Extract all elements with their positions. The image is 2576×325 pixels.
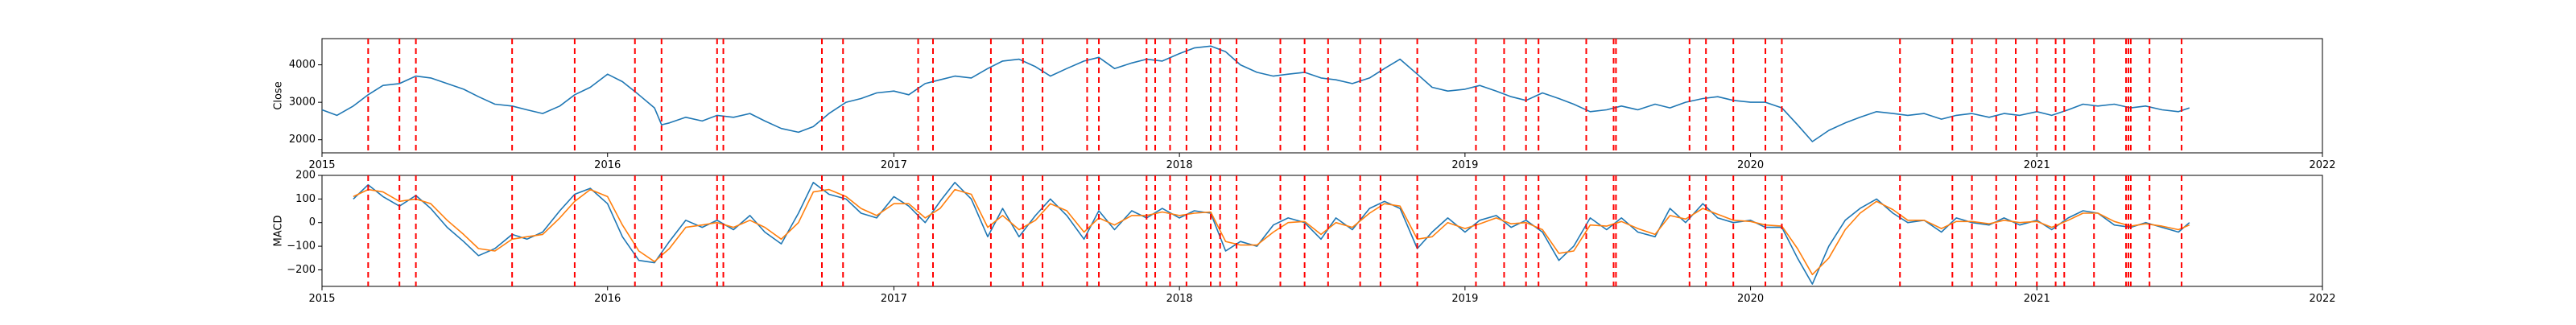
macd-y-tick-label-0: 0: [309, 216, 316, 228]
macd-panel: MACD 2015 2016 2017 2018 2019 2020 2021 2022 −20…: [273, 170, 2336, 306]
close-x-tick-label-2016: 2016: [594, 159, 621, 171]
macd-series-line-0: [353, 182, 2190, 285]
macd-y-tick-label--100: −100: [287, 241, 316, 253]
close-x-tick-label-2020: 2020: [1737, 159, 1764, 171]
close-y-tick-label-3000: 3000: [289, 97, 316, 109]
close-x-tick-label-2018: 2018: [1166, 159, 1193, 171]
close-y-tick-label-2000: 2000: [289, 134, 316, 146]
macd-x-tick-label-2016: 2016: [594, 293, 621, 305]
macd-x-tick-label-2021: 2021: [2024, 293, 2050, 305]
macd-axes-frame: [321, 175, 2323, 287]
close-axes-frame: [321, 38, 2323, 154]
macd-y-tick-label--200: −200: [287, 264, 316, 276]
macd-x-tick-label-2017: 2017: [881, 293, 907, 305]
close-x-tick-label-2022: 2022: [2309, 159, 2335, 171]
close-series-line-0: [321, 45, 2190, 142]
macd-series-line-1: [353, 188, 2190, 276]
macd-y-axis-label: MACD: [273, 216, 285, 247]
close-x-tick-label-2019: 2019: [1451, 159, 1478, 171]
macd-x-tick-label-2020: 2020: [1737, 293, 1764, 305]
macd-y-tick-label-200: 200: [295, 170, 316, 182]
close-x-tick-label-2015: 2015: [308, 159, 335, 171]
close-price-panel: Close 2015 2016 2017 2018 2019 2020 2021 2022 20…: [273, 38, 2336, 171]
macd-x-tick-label-2018: 2018: [1166, 293, 1193, 305]
close-x-tick-label-2021: 2021: [2024, 159, 2050, 171]
macd-y-tick-label-100: 100: [295, 193, 316, 205]
macd-x-tick-label-2019: 2019: [1451, 293, 1478, 305]
macd-x-tick-label-2015: 2015: [308, 293, 335, 305]
close-y-tick-label-4000: 4000: [289, 59, 316, 71]
macd-x-tick-label-2022: 2022: [2309, 293, 2335, 305]
close-y-axis-label: Close: [273, 81, 285, 109]
close-x-tick-label-2017: 2017: [881, 159, 907, 171]
